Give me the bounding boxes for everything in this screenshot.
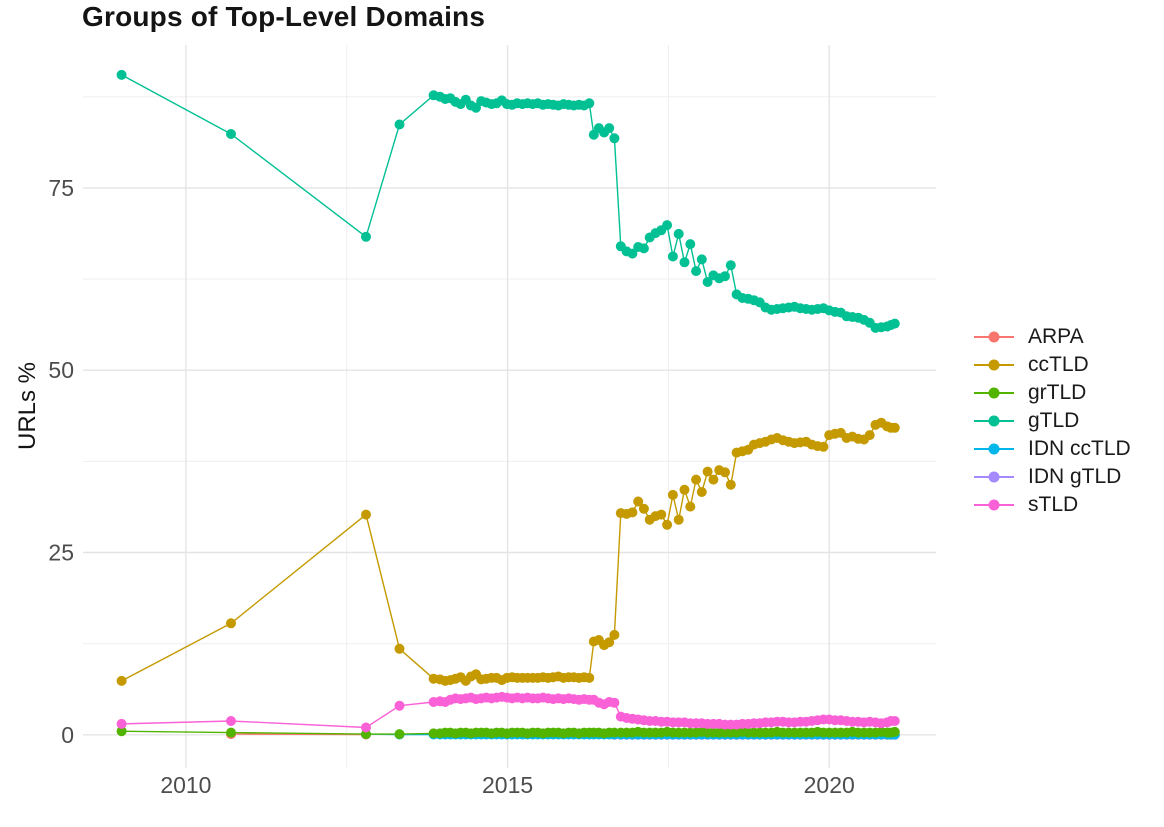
x-tick-label: 2015 bbox=[482, 772, 533, 798]
legend-item-arpa: ARPA bbox=[974, 323, 1131, 351]
data-point-gtld bbox=[584, 98, 595, 109]
legend-key-dot-icon bbox=[988, 359, 1000, 371]
data-point-gtld bbox=[609, 133, 620, 144]
chart-title: Groups of Top-Level Domains bbox=[82, 1, 486, 32]
data-point-gtld bbox=[604, 123, 615, 134]
y-tick-label: 0 bbox=[61, 722, 74, 748]
data-point-gtld bbox=[685, 239, 696, 250]
data-point-cctld bbox=[633, 496, 644, 507]
data-point-cctld bbox=[708, 474, 719, 485]
legend-item-label: IDN ccTLD bbox=[1028, 437, 1131, 460]
data-point-cctld bbox=[226, 618, 236, 629]
data-point-stld bbox=[361, 722, 371, 733]
legend-key-idn-gtld bbox=[974, 467, 1014, 487]
legend: ARPA ccTLD grTLD gTLD IDN ccTLD IDN gTLD sTLD bbox=[974, 323, 1131, 519]
data-point-stld bbox=[116, 718, 127, 729]
data-point-gtld bbox=[720, 271, 730, 282]
data-point-gtld bbox=[673, 228, 684, 239]
data-point-gtld bbox=[627, 248, 638, 259]
legend-key-grtld bbox=[974, 383, 1014, 403]
x-tick-label: 2010 bbox=[160, 772, 211, 798]
legend-item-grtld: grTLD bbox=[974, 379, 1131, 407]
data-point-cctld bbox=[609, 629, 620, 640]
y-tick-label: 50 bbox=[48, 357, 74, 383]
data-point-grtld bbox=[394, 729, 405, 740]
data-point-stld bbox=[889, 716, 900, 726]
y-tick-label: 25 bbox=[48, 540, 74, 566]
legend-item-label: sTLD bbox=[1028, 493, 1079, 516]
data-point-cctld bbox=[604, 637, 615, 648]
data-point-cctld bbox=[720, 467, 730, 478]
data-point-cctld bbox=[679, 484, 690, 495]
data-point-cctld bbox=[673, 514, 684, 525]
x-tick-label: 2020 bbox=[804, 772, 855, 798]
legend-key-dot-icon bbox=[988, 415, 1000, 427]
legend-key-idn-cctld bbox=[974, 439, 1014, 459]
data-point-gtld bbox=[667, 251, 678, 262]
data-point-cctld bbox=[584, 672, 595, 683]
data-point-grtld bbox=[226, 727, 236, 738]
legend-key-gtld bbox=[974, 411, 1014, 431]
legend-key-dot-icon bbox=[988, 471, 1000, 483]
data-point-stld bbox=[394, 700, 405, 711]
data-point-cctld bbox=[361, 509, 371, 520]
data-point-cctld bbox=[667, 489, 678, 500]
legend-key-dot-icon bbox=[988, 443, 1000, 455]
data-point-cctld bbox=[638, 503, 649, 514]
legend-item-label: ARPA bbox=[1028, 325, 1084, 348]
legend-item-label: grTLD bbox=[1028, 381, 1087, 404]
legend-key-dot-icon bbox=[988, 387, 1000, 399]
legend-item-label: ccTLD bbox=[1028, 353, 1089, 376]
legend-key-dot-icon bbox=[988, 499, 1000, 511]
legend-item-idn-cctld: IDN ccTLD bbox=[974, 435, 1131, 463]
data-point-cctld bbox=[696, 487, 707, 497]
data-point-cctld bbox=[656, 509, 667, 520]
data-point-gtld bbox=[638, 243, 649, 254]
data-point-gtld bbox=[889, 318, 900, 329]
data-point-grtld bbox=[116, 726, 127, 737]
data-point-cctld bbox=[627, 507, 638, 518]
y-tick-label: 75 bbox=[48, 175, 74, 201]
data-point-cctld bbox=[662, 519, 673, 530]
data-point-cctld bbox=[116, 675, 127, 686]
data-point-cctld bbox=[725, 479, 736, 490]
data-point-gtld bbox=[116, 69, 127, 80]
data-point-gtld bbox=[679, 257, 690, 268]
data-point-gtld bbox=[696, 254, 707, 265]
legend-item-label: gTLD bbox=[1028, 409, 1080, 432]
legend-key-dot-icon bbox=[988, 331, 1000, 343]
data-point-cctld bbox=[685, 501, 696, 512]
data-point-gtld bbox=[702, 277, 713, 287]
data-point-cctld bbox=[691, 474, 702, 485]
data-point-stld bbox=[226, 716, 236, 726]
data-point-gtld bbox=[725, 260, 736, 271]
legend-item-gtld: gTLD bbox=[974, 407, 1131, 435]
data-point-cctld bbox=[394, 643, 405, 654]
data-point-cctld bbox=[889, 422, 900, 433]
data-point-cctld bbox=[818, 441, 829, 452]
data-point-gtld bbox=[361, 231, 371, 242]
data-point-gtld bbox=[691, 266, 702, 277]
legend-item-idn-gtld: IDN gTLD bbox=[974, 463, 1131, 491]
legend-item-label: IDN gTLD bbox=[1028, 465, 1122, 488]
data-point-grtld bbox=[889, 726, 900, 737]
legend-key-arpa bbox=[974, 327, 1014, 347]
legend-item-stld: sTLD bbox=[974, 491, 1131, 519]
legend-key-stld bbox=[974, 495, 1014, 515]
data-point-gtld bbox=[394, 119, 405, 130]
data-point-gtld bbox=[662, 220, 673, 231]
data-point-stld bbox=[609, 697, 620, 708]
legend-item-cctld: ccTLD bbox=[974, 351, 1131, 379]
data-point-gtld bbox=[226, 129, 236, 139]
data-point-cctld bbox=[702, 466, 713, 477]
legend-key-cctld bbox=[974, 355, 1014, 375]
data-point-cctld bbox=[864, 430, 875, 441]
